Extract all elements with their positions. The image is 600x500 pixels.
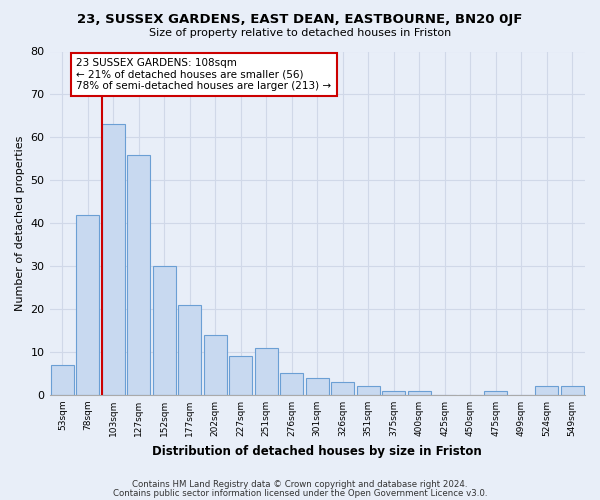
Bar: [76, 214, 99, 395]
Bar: [255, 348, 278, 395]
Bar: [561, 386, 584, 395]
Bar: [51, 365, 74, 395]
Bar: [127, 154, 150, 395]
X-axis label: Distribution of detached houses by size in Friston: Distribution of detached houses by size …: [152, 444, 482, 458]
Text: 23, SUSSEX GARDENS, EAST DEAN, EASTBOURNE, BN20 0JF: 23, SUSSEX GARDENS, EAST DEAN, EASTBOURN…: [77, 12, 523, 26]
Y-axis label: Number of detached properties: Number of detached properties: [15, 136, 25, 311]
Bar: [280, 374, 303, 395]
Bar: [153, 266, 176, 395]
Text: 23 SUSSEX GARDENS: 108sqm
← 21% of detached houses are smaller (56)
78% of semi-: 23 SUSSEX GARDENS: 108sqm ← 21% of detac…: [76, 58, 331, 91]
Bar: [331, 382, 354, 395]
Text: Contains public sector information licensed under the Open Government Licence v3: Contains public sector information licen…: [113, 490, 487, 498]
Bar: [178, 305, 201, 395]
Text: Size of property relative to detached houses in Friston: Size of property relative to detached ho…: [149, 28, 451, 38]
Bar: [204, 335, 227, 395]
Bar: [229, 356, 252, 395]
Bar: [382, 390, 405, 395]
Bar: [484, 390, 507, 395]
Bar: [408, 390, 431, 395]
Bar: [102, 124, 125, 395]
Text: Contains HM Land Registry data © Crown copyright and database right 2024.: Contains HM Land Registry data © Crown c…: [132, 480, 468, 489]
Bar: [357, 386, 380, 395]
Bar: [306, 378, 329, 395]
Bar: [535, 386, 558, 395]
